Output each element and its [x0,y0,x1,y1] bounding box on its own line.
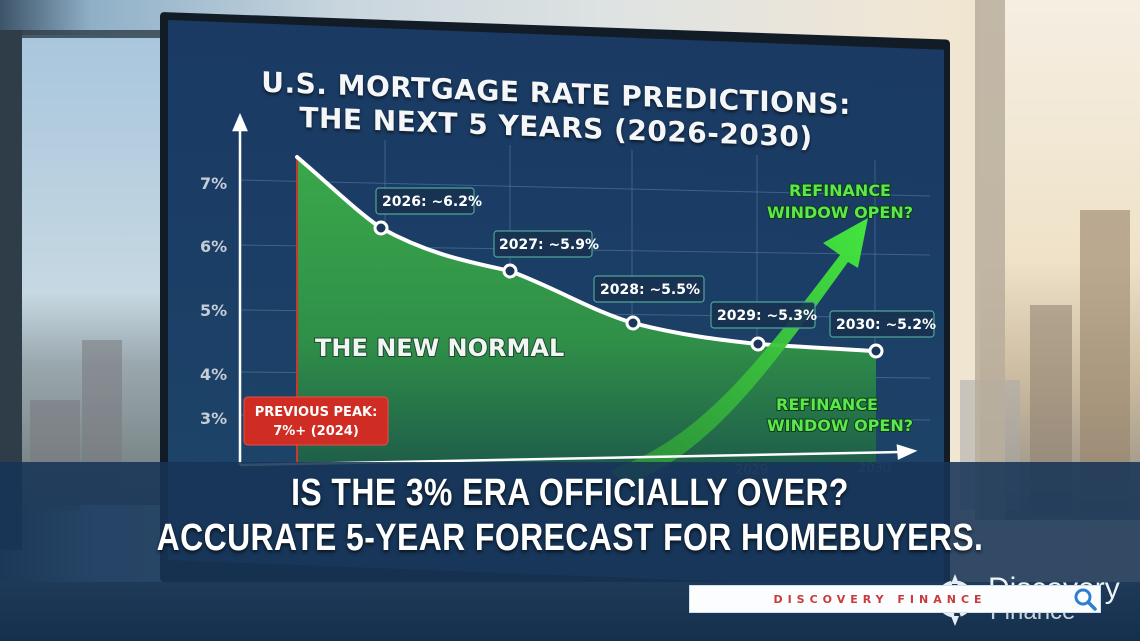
window-frame [0,30,22,550]
svg-text:3%: 3% [200,409,227,428]
point-2027 [502,263,518,279]
headline-line2: ACCURATE 5-YEAR FORECAST FOR HOMEBUYERS. [156,517,984,559]
search-bar[interactable]: DISCOVERY FINANCE [689,585,1101,613]
headline-line1: IS THE 3% ERA OFFICIALLY OVER? [291,472,849,514]
label-2026: 2026: ~6.2% [382,194,482,210]
svg-text:5%: 5% [200,301,227,320]
point-label-boxes [375,187,935,338]
svg-text:7%: 7% [200,174,227,193]
search-icon[interactable] [1070,587,1100,611]
new-normal-label: THE NEW NORMAL [315,334,564,362]
window-frame [0,30,170,38]
peak-label-line1: PREVIOUS PEAK: [255,405,378,420]
headline-band [0,462,1140,582]
x-axis-arrow-icon [896,444,918,460]
previous-peak-callout [243,396,389,446]
window-frame [975,0,1005,520]
svg-text:4%: 4% [200,365,227,384]
refinance-top-line2: WINDOW OPEN? [767,203,913,222]
point-2026 [373,220,389,236]
label-2029: 2029: ~5.3% [717,308,817,324]
label-2030: 2030: ~5.2% [836,317,936,333]
building [1080,210,1130,510]
refinance-bottom-line1: REFINANCE [776,395,878,414]
svg-text:6%: 6% [200,237,227,256]
peak-label-line2: 7%+ (2024) [273,424,359,439]
search-bar-text: DISCOVERY FINANCE [773,592,987,606]
refinance-arrow [610,218,868,485]
refinance-top-line1: REFINANCE [789,181,891,200]
y-tick-labels: 7% 6% 5% 4% 3% [200,174,227,428]
data-points [373,220,884,359]
point-2028 [625,315,641,331]
label-2028: 2028: ~5.5% [600,282,700,298]
point-2030 [868,343,884,359]
point-2029 [750,336,766,352]
label-2027: 2027: ~5.9% [499,237,599,253]
refinance-bottom-line2: WINDOW OPEN? [767,416,913,435]
forecast-area [297,157,876,465]
y-axis-arrow-icon [232,112,248,132]
